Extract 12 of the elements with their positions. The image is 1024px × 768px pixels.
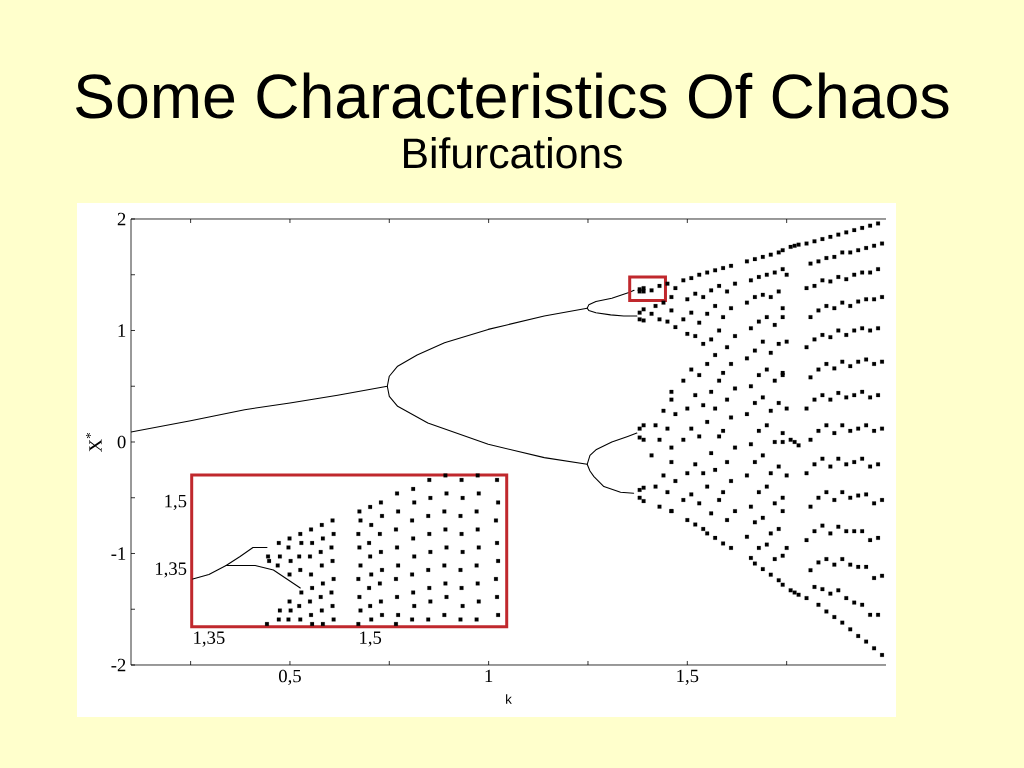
x-axis-title: k bbox=[506, 694, 512, 704]
y-tick-label: 2 bbox=[117, 212, 126, 226]
y-tick-label: -1 bbox=[111, 547, 126, 560]
chart-subtitle: Bifurcations bbox=[404, 137, 622, 169]
x-tick-label: 1 bbox=[485, 669, 493, 683]
y-tick-label: 0 bbox=[117, 435, 126, 449]
x-tick-label: 0,5 bbox=[279, 669, 301, 685]
y-tick-label: 1 bbox=[118, 324, 126, 337]
y-tick-label: -2 bbox=[111, 658, 126, 672]
y-axis-title: X$^{*}$ bbox=[86, 432, 102, 452]
chart-title: Some Characteristics Of Chaos bbox=[76, 72, 949, 119]
x-tick-label: 1,5 bbox=[677, 669, 699, 685]
